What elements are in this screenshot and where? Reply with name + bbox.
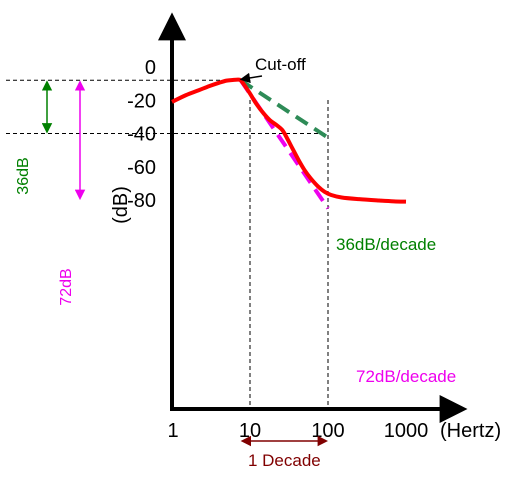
decade-label: 1 Decade [248, 451, 321, 470]
slope-36-label: 36dB/decade [336, 235, 436, 254]
y-tick-label: -80 [127, 190, 156, 212]
y-tick-label: -20 [127, 90, 156, 112]
x-tick-label: 100 [311, 420, 344, 442]
span-72-label: 72dB [58, 268, 75, 305]
x-tick-labels: 1 10 100 1000 (Hertz) [167, 420, 501, 442]
y-tick-label: -60 [127, 157, 156, 179]
response-curve [171, 77, 407, 204]
y-tick-labels: 0 -20 -40 -60 -80 [127, 57, 156, 212]
frequency-guide-lines [249, 100, 329, 409]
x-tick-label: 1 [167, 420, 178, 442]
cutoff-label: Cut-off [255, 55, 306, 74]
x-axis-title: (Hertz) [440, 420, 501, 442]
slope-72-label: 72dB/decade [356, 367, 456, 386]
span-36-label: 36dB [15, 157, 32, 194]
series-layer [171, 77, 407, 210]
x-tick-label: 10 [239, 420, 261, 442]
cutoff-arrow [239, 72, 263, 84]
x-tick-label: 1000 [384, 420, 429, 442]
y-tick-label: -40 [127, 124, 156, 146]
asymptote-line [239, 78, 330, 140]
y-axis-title: (dB) [110, 186, 132, 224]
y-tick-label: 0 [145, 57, 156, 79]
